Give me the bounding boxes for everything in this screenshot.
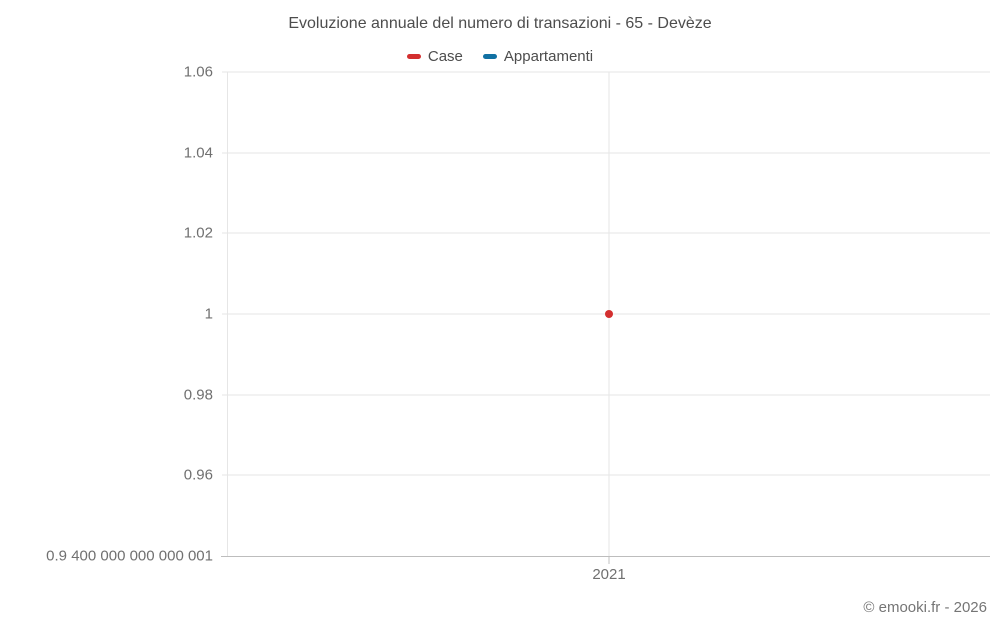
- data-point-case-2021[interactable]: [605, 310, 613, 318]
- x-axis-label: 2021: [592, 566, 626, 583]
- gridline-y-1.06: [222, 71, 990, 73]
- gridline-y-1.04: [222, 152, 990, 154]
- x-axis-tick-left: [221, 556, 228, 557]
- y-axis-label: 0.96: [183, 466, 213, 484]
- y-axis-label: 1.06: [183, 63, 213, 81]
- y-axis-label: 1: [204, 305, 213, 323]
- legend: Case Appartamenti: [0, 46, 1000, 66]
- plot-area: 1.06 1.04 1.02 1 0.98 0.96 0.9 400 000 000 000…: [46, 65, 990, 582]
- credit-text: © emooki.fr - 2026: [863, 599, 987, 616]
- gridline-y-0.98: [222, 394, 990, 396]
- legend-item-case[interactable]: Case: [406, 47, 463, 65]
- legend-swatch-case: [406, 53, 421, 59]
- gridline-y-1.02: [222, 232, 990, 234]
- y-axis-label: 0.9 400 000 000 000 001: [46, 547, 213, 565]
- gridline-y-0.96: [222, 474, 990, 476]
- legend-item-appartamenti[interactable]: Appartamenti: [482, 47, 594, 65]
- legend-label-case: Case: [427, 47, 463, 65]
- legend-swatch-appartamenti: [482, 53, 497, 59]
- legend-label-appartamenti: Appartamenti: [503, 47, 594, 65]
- chart-title: Evoluzione annuale del numero di transaz…: [288, 15, 712, 32]
- x-axis-tick: [608, 557, 610, 564]
- y-axis-label: 1.04: [183, 144, 213, 162]
- y-axis-label: 1.02: [183, 224, 213, 242]
- y-axis-label: 0.98: [183, 386, 213, 404]
